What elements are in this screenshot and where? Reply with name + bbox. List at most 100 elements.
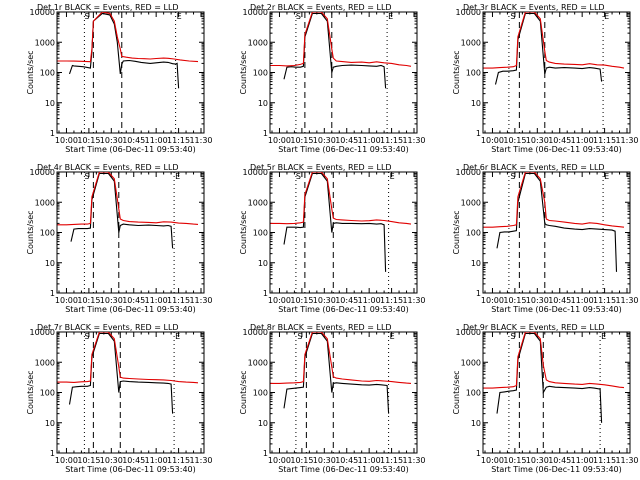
y-axis-label: Counts/sec [239, 370, 248, 414]
x-tick-label: 10:00 [481, 296, 504, 305]
end-marker: E [175, 172, 180, 181]
x-tick-label: 10:45 [122, 296, 145, 305]
x-tick-label: 10:30 [100, 136, 123, 145]
y-tick-label: 10000 [30, 8, 55, 17]
x-tick-label: 10:15 [290, 296, 313, 305]
x-axis-label: Start Time (06-Dec-11 09:53:40) [491, 305, 622, 314]
y-tick-label: 1000 [461, 358, 481, 367]
plot-frame [482, 171, 631, 294]
y-tick-label: 10000 [243, 168, 268, 177]
x-tick-label: 10:30 [100, 296, 123, 305]
series-events-line [68, 12, 180, 89]
y-tick-label: 1 [476, 449, 481, 458]
y-tick-label: 10000 [456, 8, 481, 17]
start-marker: S [84, 332, 89, 341]
chart-title: Det 2r BLACK = Events, RED = LLD [250, 3, 392, 12]
y-tick-label: 10 [45, 419, 55, 428]
y-tick-label: 10 [471, 99, 481, 108]
x-tick-label: 10:30 [313, 296, 336, 305]
x-tick-label: 10:30 [313, 136, 336, 145]
chart-title: Det 5r BLACK = Events, RED = LLD [250, 163, 392, 172]
x-tick-label: 11:15 [593, 456, 616, 465]
end-marker: E [604, 12, 609, 21]
plot-area [57, 332, 199, 453]
plot-area [483, 12, 625, 133]
end-marker: E [177, 12, 182, 21]
x-tick-label: 11:30 [189, 136, 212, 145]
x-tick-label: 10:15 [503, 456, 526, 465]
y-tick-label: 10 [258, 99, 268, 108]
x-tick-label: 10:45 [335, 296, 358, 305]
x-tick-label: 11:15 [380, 456, 403, 465]
series-events-line [496, 332, 603, 423]
y-tick-label: 1000 [461, 38, 481, 47]
detector-chart-5: Det 5r BLACK = Events, RED = LLD 1 10 100 10… [239, 163, 426, 314]
chart-title: Det 8r BLACK = Events, RED = LLD [250, 323, 392, 332]
chart-title: Det 9r BLACK = Events, RED = LLD [463, 323, 605, 332]
series-events-line [70, 172, 174, 249]
end-marker: E [604, 172, 609, 181]
detector-chart-6: Det 6r BLACK = Events, RED = LLD 1 10 100 10… [452, 163, 639, 314]
series-events-line [283, 12, 387, 89]
start-marker: S [297, 332, 302, 341]
chart-title: Det 7r BLACK = Events, RED = LLD [37, 323, 179, 332]
y-tick-label: 1000 [248, 38, 268, 47]
series-events-line [283, 172, 387, 272]
x-tick-label: 10:15 [503, 136, 526, 145]
x-tick-label: 10:00 [55, 296, 78, 305]
y-tick-label: 10000 [456, 328, 481, 337]
chart-title: Det 1r BLACK = Events, RED = LLD [37, 3, 179, 12]
x-tick-label: 10:45 [335, 456, 358, 465]
y-axis-label: Counts/sec [452, 370, 461, 414]
detector-chart-9: Det 9r BLACK = Events, RED = LLD 1 10 100 10… [452, 323, 639, 474]
x-tick-label: 11:00 [358, 136, 381, 145]
y-axis-label: Counts/sec [26, 50, 35, 94]
x-tick-label: 10:00 [481, 136, 504, 145]
x-tick-label: 10:30 [313, 456, 336, 465]
end-marker: E [601, 332, 606, 341]
end-marker: E [390, 332, 395, 341]
plot-frame [269, 11, 418, 134]
x-tick-label: 10:15 [290, 136, 313, 145]
y-tick-label: 10000 [243, 8, 268, 17]
plot-frame [269, 171, 418, 294]
x-tick-label: 10:15 [290, 456, 313, 465]
chart-title: Det 6r BLACK = Events, RED = LLD [463, 163, 605, 172]
x-tick-label: 10:45 [548, 296, 571, 305]
y-tick-label: 10 [258, 259, 268, 268]
y-tick-label: 1 [50, 129, 55, 138]
x-tick-label: 11:30 [402, 456, 425, 465]
detector-chart-3: Det 3r BLACK = Events, RED = LLD 1 10 100 10… [452, 3, 639, 154]
x-tick-label: 11:15 [380, 136, 403, 145]
y-tick-label: 10000 [30, 328, 55, 337]
x-tick-label: 11:00 [358, 296, 381, 305]
start-marker: S [84, 12, 89, 21]
y-tick-label: 10 [471, 259, 481, 268]
series-events-line [283, 332, 390, 414]
y-axis-label: Counts/sec [452, 50, 461, 94]
y-tick-label: 100 [40, 389, 55, 398]
y-tick-label: 100 [466, 229, 481, 238]
y-tick-label: 100 [253, 69, 268, 78]
y-tick-label: 10 [45, 99, 55, 108]
end-marker: E [390, 172, 395, 181]
start-marker: S [296, 12, 301, 21]
y-tick-label: 100 [466, 69, 481, 78]
x-tick-label: 10:15 [503, 296, 526, 305]
series-events-line [68, 332, 174, 414]
x-tick-label: 10:00 [268, 456, 291, 465]
y-tick-label: 1000 [461, 198, 481, 207]
y-tick-label: 10000 [456, 168, 481, 177]
detector-chart-2: Det 2r BLACK = Events, RED = LLD 1 10 100 10… [239, 3, 426, 154]
x-tick-label: 11:15 [380, 296, 403, 305]
x-tick-label: 10:00 [55, 136, 78, 145]
y-tick-label: 1 [50, 289, 55, 298]
plot-area [57, 172, 199, 293]
plot-frame [269, 331, 418, 454]
x-tick-label: 11:15 [167, 136, 190, 145]
x-axis-label: Start Time (06-Dec-11 09:53:40) [278, 305, 409, 314]
y-tick-label: 1 [50, 449, 55, 458]
x-tick-label: 11:15 [167, 456, 190, 465]
x-tick-label: 11:00 [358, 456, 381, 465]
y-axis-label: Counts/sec [26, 370, 35, 414]
